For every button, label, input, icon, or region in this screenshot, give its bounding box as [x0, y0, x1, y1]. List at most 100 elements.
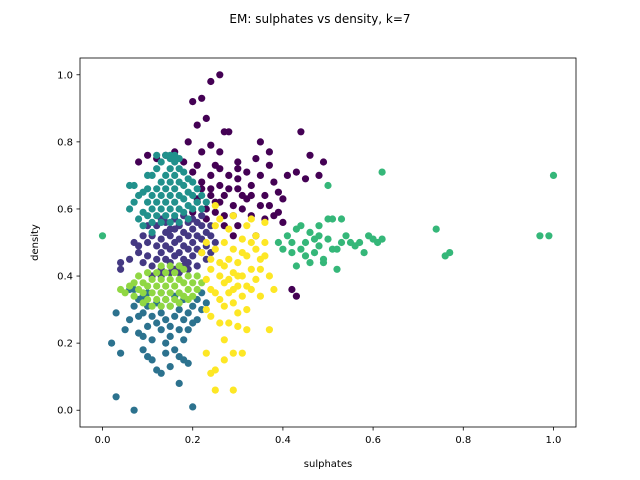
data-point-cluster-3 [175, 379, 183, 387]
data-point-cluster-4 [166, 191, 174, 200]
data-point-cluster-4 [148, 191, 156, 200]
data-point-cluster-1 [247, 191, 255, 200]
data-point-cluster-1 [225, 128, 233, 136]
data-point-cluster-1 [288, 285, 296, 294]
data-point-cluster-7 [229, 349, 237, 357]
data-point-cluster-1 [265, 202, 273, 210]
data-point-cluster-1 [144, 151, 152, 159]
data-point-cluster-4 [139, 188, 147, 196]
data-point-cluster-7 [207, 255, 215, 263]
data-point-cluster-7 [256, 292, 264, 300]
points-layer [98, 71, 558, 414]
data-point-cluster-3 [180, 356, 188, 364]
data-point-cluster-4 [162, 185, 170, 193]
data-point-cluster-5 [356, 238, 364, 247]
data-point-cluster-7 [220, 356, 228, 364]
data-point-cluster-7 [261, 218, 269, 226]
data-point-cluster-6 [157, 275, 165, 283]
data-point-cluster-4 [180, 181, 188, 190]
data-point-cluster-4 [148, 205, 156, 213]
data-point-cluster-4 [198, 205, 206, 213]
data-point-cluster-7 [234, 322, 242, 330]
data-point-cluster-5 [315, 242, 323, 250]
data-point-cluster-7 [211, 245, 219, 253]
data-point-cluster-4 [153, 212, 161, 220]
data-point-cluster-5 [333, 265, 341, 273]
data-point-cluster-6 [184, 295, 192, 304]
y-tick-label: 0.0 [57, 406, 73, 417]
data-point-cluster-4 [180, 195, 188, 203]
data-point-cluster-4 [130, 181, 138, 190]
data-point-cluster-7 [216, 215, 224, 223]
data-point-cluster-1 [216, 181, 224, 190]
data-point-cluster-2 [139, 259, 147, 267]
data-point-cluster-6 [148, 275, 156, 283]
data-point-cluster-7 [247, 215, 255, 223]
data-point-cluster-1 [306, 151, 314, 159]
data-point-cluster-4 [135, 215, 143, 223]
data-point-cluster-7 [211, 289, 219, 297]
data-point-cluster-1 [198, 94, 206, 102]
data-point-cluster-1 [207, 141, 215, 149]
data-point-cluster-3 [112, 393, 120, 401]
data-point-cluster-7 [229, 285, 237, 294]
data-point-cluster-5 [446, 249, 454, 257]
data-point-cluster-7 [220, 302, 228, 310]
data-point-cluster-4 [153, 185, 161, 193]
data-point-cluster-1 [256, 202, 264, 210]
data-point-cluster-5 [283, 232, 291, 240]
data-point-cluster-1 [211, 208, 219, 216]
data-point-cluster-7 [238, 292, 246, 300]
data-point-cluster-3 [171, 346, 179, 354]
data-point-cluster-1 [234, 165, 242, 173]
y-tick-label: 0.2 [57, 339, 73, 350]
data-point-cluster-5 [310, 249, 319, 257]
data-point-cluster-7 [211, 222, 219, 230]
y-axis-label: density [30, 224, 41, 261]
data-point-cluster-7 [211, 366, 219, 374]
data-point-cluster-1 [202, 114, 210, 122]
data-point-cluster-1 [265, 148, 273, 156]
data-point-cluster-2 [175, 249, 183, 257]
y-tick-label: 0.8 [57, 137, 73, 148]
data-point-cluster-5 [288, 249, 296, 257]
data-point-cluster-4 [189, 178, 197, 186]
data-point-cluster-6 [171, 269, 179, 277]
data-point-cluster-7 [243, 222, 251, 230]
data-point-cluster-4 [162, 212, 170, 220]
data-point-cluster-1 [220, 191, 228, 200]
data-point-cluster-7 [261, 238, 269, 247]
data-point-cluster-2 [166, 225, 174, 233]
data-point-cluster-3 [126, 316, 134, 324]
data-point-cluster-3 [139, 346, 147, 354]
data-point-cluster-5 [319, 259, 328, 267]
data-point-cluster-4 [157, 218, 165, 226]
data-point-cluster-3 [175, 326, 183, 334]
data-point-cluster-3 [139, 309, 147, 317]
data-point-cluster-4 [184, 215, 192, 223]
data-point-cluster-3 [108, 339, 116, 347]
data-point-cluster-4 [126, 205, 134, 213]
data-point-cluster-4 [166, 218, 174, 226]
data-point-cluster-3 [162, 349, 170, 357]
data-point-cluster-3 [117, 349, 125, 357]
data-point-cluster-4 [171, 212, 179, 220]
data-point-cluster-2 [153, 242, 161, 250]
data-point-cluster-5 [378, 235, 386, 243]
data-point-cluster-1 [270, 212, 278, 220]
data-point-cluster-4 [193, 185, 201, 193]
data-point-cluster-1 [207, 191, 215, 200]
data-point-cluster-2 [135, 242, 143, 250]
data-point-cluster-3 [157, 369, 165, 377]
data-point-cluster-1 [247, 181, 255, 190]
data-point-cluster-2 [189, 252, 197, 260]
data-point-cluster-2 [184, 232, 192, 240]
data-point-cluster-6 [130, 292, 138, 300]
data-point-cluster-2 [135, 249, 143, 257]
data-point-cluster-5 [301, 252, 310, 260]
data-point-cluster-1 [198, 178, 206, 186]
data-point-cluster-5 [360, 249, 368, 257]
data-point-cluster-7 [216, 295, 224, 304]
data-point-cluster-5 [337, 215, 346, 223]
data-point-cluster-1 [189, 98, 197, 106]
